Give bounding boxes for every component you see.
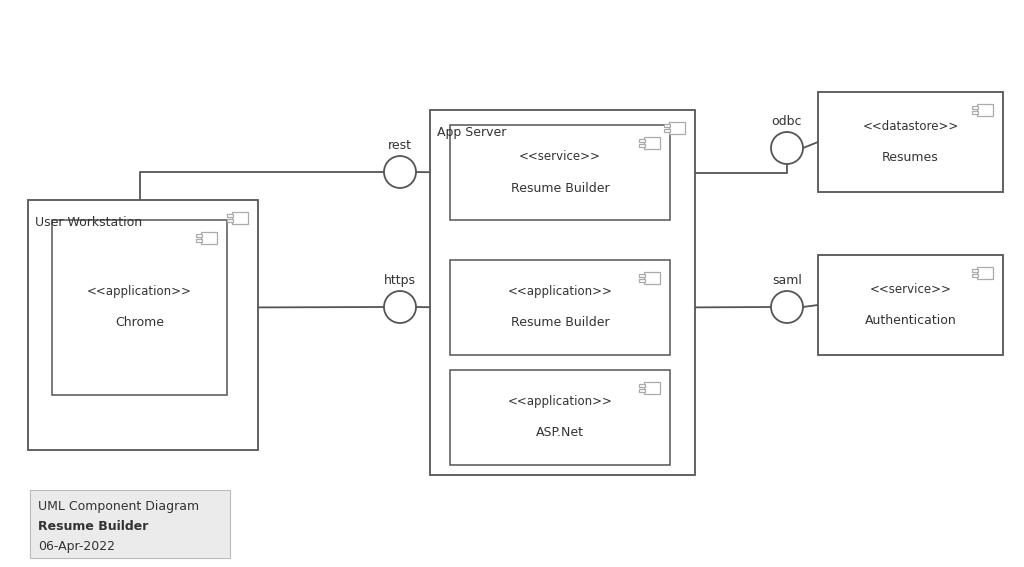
Text: Resume Builder: Resume Builder	[511, 316, 609, 329]
Text: Resumes: Resumes	[882, 151, 939, 164]
Bar	[450, 370, 670, 465]
Bar	[973, 269, 978, 272]
Bar	[818, 255, 1002, 355]
Text: saml: saml	[772, 274, 802, 287]
Bar	[28, 200, 258, 450]
Text: Resume Builder: Resume Builder	[511, 181, 609, 194]
Text: <<application>>: <<application>>	[87, 286, 191, 298]
Text: <<datastore>>: <<datastore>>	[862, 120, 958, 133]
Text: Resume Builder: Resume Builder	[38, 520, 148, 533]
Text: ASP.Net: ASP.Net	[536, 426, 584, 439]
Bar	[639, 279, 645, 282]
Text: User Workstation: User Workstation	[35, 216, 142, 229]
Bar	[818, 92, 1002, 192]
Bar	[430, 110, 695, 475]
Text: rest: rest	[388, 139, 412, 152]
Bar	[30, 490, 230, 558]
Circle shape	[771, 291, 803, 323]
Bar	[231, 212, 249, 224]
Bar	[639, 144, 645, 147]
Text: App Server: App Server	[437, 126, 507, 139]
Bar	[973, 105, 978, 109]
Bar	[665, 124, 671, 127]
Circle shape	[384, 156, 416, 188]
Text: <<service>>: <<service>>	[869, 283, 951, 296]
Circle shape	[384, 291, 416, 323]
Bar	[450, 260, 670, 355]
Bar	[977, 104, 993, 116]
Text: odbc: odbc	[772, 115, 802, 128]
Bar	[450, 125, 670, 220]
Bar	[197, 234, 203, 237]
Bar	[973, 274, 978, 277]
Bar	[643, 272, 660, 284]
Bar	[643, 382, 660, 394]
Bar	[201, 232, 217, 244]
Bar	[197, 239, 203, 243]
Bar	[639, 138, 645, 142]
Bar	[643, 137, 660, 149]
Bar	[639, 384, 645, 387]
Bar	[973, 111, 978, 115]
Bar	[52, 220, 227, 395]
Text: Chrome: Chrome	[115, 316, 164, 329]
Bar	[639, 389, 645, 392]
Bar	[977, 267, 993, 279]
Text: Authentication: Authentication	[864, 314, 956, 327]
Text: UML Component Diagram: UML Component Diagram	[38, 500, 199, 513]
Bar	[227, 214, 233, 217]
Text: <<application>>: <<application>>	[508, 286, 612, 298]
Text: https: https	[384, 274, 416, 287]
Bar	[227, 219, 233, 222]
Text: <<service>>: <<service>>	[519, 150, 601, 163]
Circle shape	[771, 132, 803, 164]
Text: 06-Apr-2022: 06-Apr-2022	[38, 540, 115, 553]
Bar	[669, 122, 685, 134]
Bar	[665, 129, 671, 132]
Bar	[639, 274, 645, 277]
Text: <<application>>: <<application>>	[508, 396, 612, 408]
